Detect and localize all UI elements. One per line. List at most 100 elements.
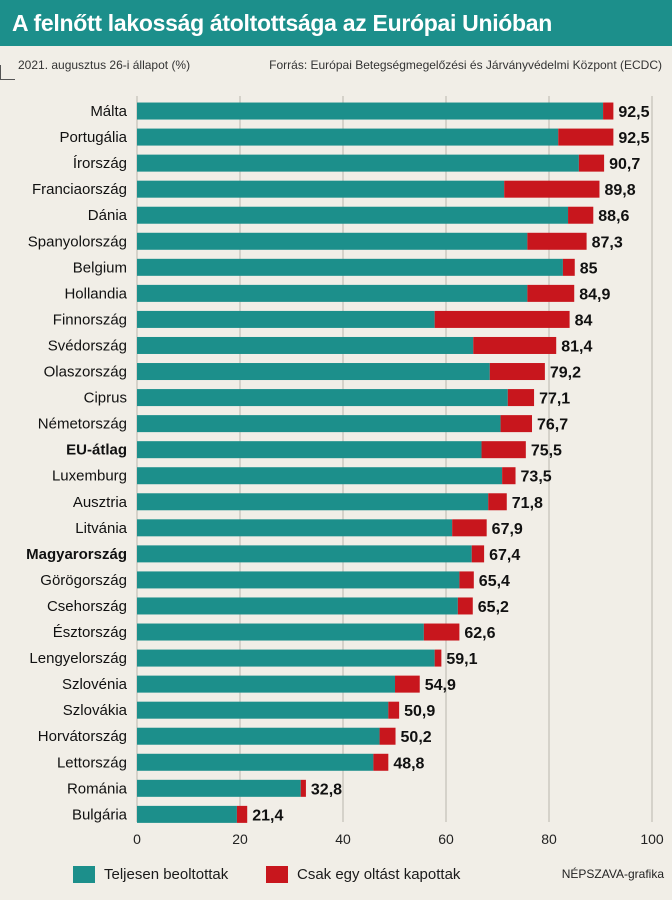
bar-partial xyxy=(558,128,614,146)
category-label: Csehország xyxy=(47,598,127,615)
total-label: 75,5 xyxy=(531,443,562,460)
bar-partial xyxy=(481,441,526,459)
bar-full xyxy=(137,415,501,433)
category-label: Ausztria xyxy=(73,494,128,511)
category-label: Németország xyxy=(38,416,127,433)
source-note: Forrás: Európai Betegségmegelőzési és Já… xyxy=(269,58,662,72)
bar-full xyxy=(137,128,559,146)
bar-full xyxy=(137,363,490,381)
category-label: Románia xyxy=(67,780,128,797)
total-label: 79,2 xyxy=(550,365,581,382)
total-label: 67,9 xyxy=(492,521,523,538)
total-label: 59,1 xyxy=(446,651,477,668)
bar-full xyxy=(137,545,472,563)
category-label: Franciaország xyxy=(32,181,127,198)
bar-full xyxy=(137,284,528,302)
bar-full xyxy=(137,675,396,693)
total-label: 73,5 xyxy=(521,469,552,486)
legend-swatch-full xyxy=(73,866,95,883)
legend-label-partial: Csak egy oltást kapottak xyxy=(297,866,461,883)
category-label: Görögország xyxy=(40,572,127,589)
total-label: 54,9 xyxy=(425,677,456,694)
category-label: Svédország xyxy=(48,337,127,354)
x-tick-label: 40 xyxy=(335,831,351,847)
bar-partial xyxy=(452,519,487,537)
bar-full xyxy=(137,701,389,719)
category-label: Magyarország xyxy=(26,546,127,563)
bar-partial xyxy=(236,805,248,823)
bar-full xyxy=(137,571,460,589)
bar-partial xyxy=(434,649,442,667)
total-label: 92,5 xyxy=(618,130,649,147)
chart-subtitle: 2021. augusztus 26-i állapot (%) xyxy=(0,58,190,80)
bar-full xyxy=(137,805,237,823)
bar-partial xyxy=(500,415,533,433)
bar-partial xyxy=(507,389,535,407)
x-tick-label: 0 xyxy=(133,831,141,847)
legend: Teljesen beoltottak Csak egy oltást kapo… xyxy=(0,862,672,892)
category-label: Észtország xyxy=(53,624,127,641)
credit: NÉPSZAVA-grafika xyxy=(561,867,664,881)
bar-full xyxy=(137,727,380,745)
category-label: Bulgária xyxy=(72,806,128,823)
category-label: Finnország xyxy=(53,311,127,328)
bar-full xyxy=(137,310,435,328)
bar-full xyxy=(137,232,528,250)
bar-partial xyxy=(434,310,570,328)
category-label: Hollandia xyxy=(64,285,127,302)
category-label: Ciprus xyxy=(84,390,127,407)
bar-full xyxy=(137,493,489,511)
total-label: 87,3 xyxy=(592,234,623,251)
bar-partial xyxy=(471,545,485,563)
category-label: Horvátország xyxy=(38,728,127,745)
total-label: 84,9 xyxy=(579,286,610,303)
bar-full xyxy=(137,623,424,641)
category-label: Málta xyxy=(90,103,127,120)
total-label: 67,4 xyxy=(489,547,520,564)
total-label: 65,4 xyxy=(479,573,510,590)
category-label: Dánia xyxy=(88,207,128,224)
bar-full xyxy=(137,779,301,797)
bar-full xyxy=(137,102,604,120)
total-label: 50,9 xyxy=(404,703,435,720)
category-label: Írország xyxy=(73,155,127,172)
category-label: Szlovákia xyxy=(63,702,128,719)
total-label: 84 xyxy=(575,312,593,329)
bar-partial xyxy=(527,284,575,302)
category-label: Lettország xyxy=(57,754,127,771)
bar-full xyxy=(137,753,374,771)
category-label: Portugália xyxy=(59,129,127,146)
category-label: EU-átlag xyxy=(66,442,127,459)
bar-full xyxy=(137,467,503,485)
legend-label-full: Teljesen beoltottak xyxy=(104,866,229,883)
bar-full xyxy=(137,258,563,276)
category-label: Spanyolország xyxy=(28,233,127,250)
corner-mark xyxy=(0,65,15,80)
category-label: Litvánia xyxy=(75,520,127,537)
bar-partial xyxy=(562,258,575,276)
bar-partial xyxy=(423,623,460,641)
chart-title: A felnőtt lakosság átoltottsága az Európ… xyxy=(12,9,553,36)
total-label: 89,8 xyxy=(604,182,635,199)
bar-partial xyxy=(395,675,420,693)
total-label: 81,4 xyxy=(561,338,592,355)
total-label: 88,6 xyxy=(598,208,629,225)
title-bar: A felnőtt lakosság átoltottsága az Európ… xyxy=(0,0,672,46)
total-label: 90,7 xyxy=(609,156,640,173)
total-label: 85 xyxy=(580,260,598,277)
bar-partial xyxy=(457,597,473,615)
bar-full xyxy=(137,389,508,407)
total-label: 48,8 xyxy=(393,755,424,772)
category-label: Luxemburg xyxy=(52,468,127,485)
bar-full xyxy=(137,154,579,172)
bar-partial xyxy=(473,336,557,354)
x-tick-label: 80 xyxy=(541,831,557,847)
legend-item-partial: Csak egy oltást kapottak xyxy=(266,866,460,883)
total-label: 65,2 xyxy=(478,599,509,616)
total-label: 77,1 xyxy=(539,391,570,408)
bar-partial xyxy=(300,779,306,797)
bar-partial xyxy=(379,727,396,745)
category-label: Lengyelország xyxy=(29,650,127,667)
bar-full xyxy=(137,597,458,615)
bar-partial xyxy=(527,232,587,250)
